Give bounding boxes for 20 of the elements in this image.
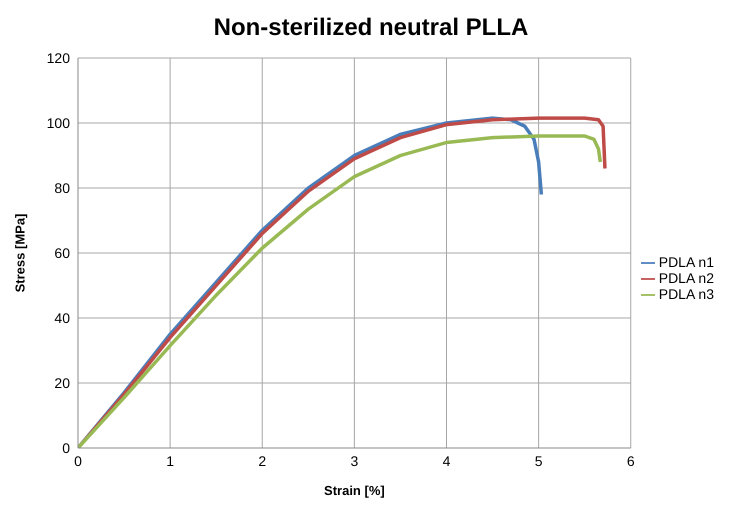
- x-tick-label: 2: [258, 452, 266, 469]
- x-tick-label: 4: [442, 452, 451, 469]
- y-tick-label: 60: [54, 244, 70, 261]
- x-tick-label: 6: [626, 452, 635, 469]
- x-axis-title: Strain [%]: [324, 483, 385, 498]
- y-tick-label: 20: [54, 374, 70, 391]
- y-tick-label: 120: [46, 50, 70, 66]
- x-tick-label: 3: [350, 452, 358, 469]
- x-tick-label: 5: [534, 452, 543, 469]
- y-tick-label: 0: [62, 440, 70, 456]
- y-tick-label: 80: [54, 180, 70, 196]
- y-tick-label: 100: [46, 114, 70, 131]
- chart-title: Non-sterilized neutral PLLA: [212, 13, 530, 43]
- legend-label: PDLA n3: [658, 286, 714, 302]
- legend-label: PDLA n1: [658, 254, 714, 270]
- x-tick-label: 1: [166, 452, 174, 469]
- y-axis-title: Stress [MPa]: [12, 214, 28, 292]
- legend-label: PDLA n2: [658, 270, 714, 286]
- x-tick-label: 0: [74, 452, 82, 469]
- y-tick-label: 40: [54, 310, 70, 326]
